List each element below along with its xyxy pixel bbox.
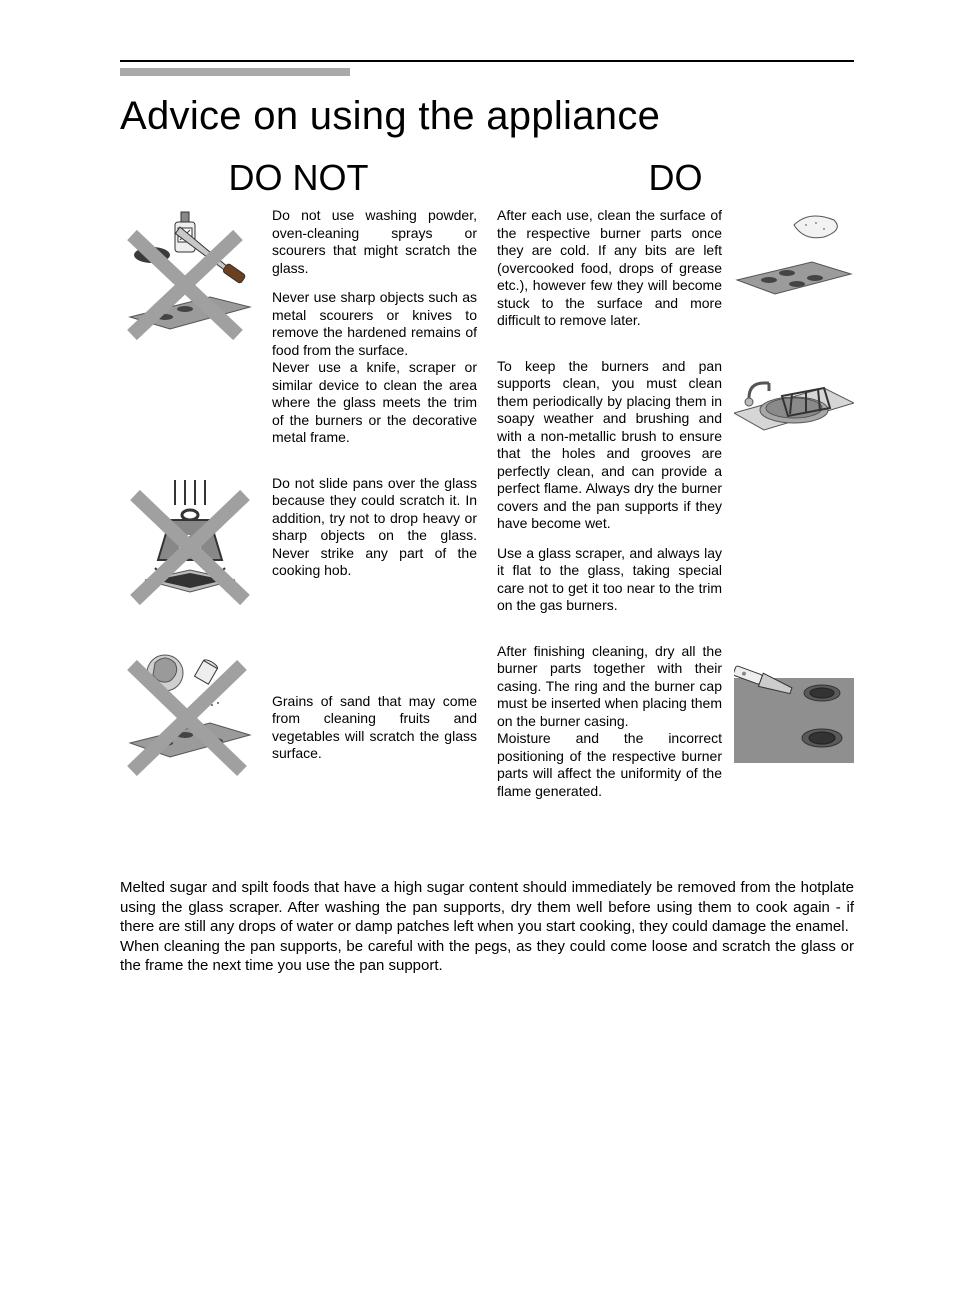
- sink-wash-icon: [734, 358, 854, 478]
- do-text-2: To keep the burners and pan supports cle…: [497, 358, 722, 615]
- do-block-3: After finishing cleaning, dry all the bu…: [497, 643, 854, 801]
- do-p-2b: Use a glass scraper, and always lay it f…: [497, 545, 722, 615]
- heading-do: DO: [497, 157, 854, 199]
- heading-donot: DO NOT: [120, 157, 477, 199]
- do-block-2: To keep the burners and pan supports cle…: [497, 358, 854, 615]
- page-title: Advice on using the appliance: [120, 94, 854, 139]
- scraper-hob-icon: [734, 643, 854, 763]
- do-text-3: After finishing cleaning, dry all the bu…: [497, 643, 722, 801]
- donot-p-2a: Do not slide pans over the glass because…: [272, 475, 477, 580]
- donot-p-3a: Grains of sand that may come from cleani…: [272, 693, 477, 763]
- donot-block-1: Do not use washing powder, oven-cleaning…: [120, 207, 477, 447]
- columns: DO NOT: [120, 157, 854, 828]
- do-p-3a: After finishing cleaning, dry all the bu…: [497, 643, 722, 801]
- top-rule: [120, 60, 854, 62]
- no-powder-knife-icon: [120, 207, 260, 347]
- donot-text-2: Do not slide pans over the glass because…: [272, 475, 477, 580]
- footer-note: Melted sugar and spilt foods that have a…: [120, 878, 854, 976]
- donot-text-3: Grains of sand that may come from cleani…: [272, 643, 477, 763]
- donot-p-1a: Do not use washing powder, oven-cleaning…: [272, 207, 477, 277]
- donot-block-3: Grains of sand that may come from cleani…: [120, 643, 477, 783]
- no-sand-icon: [120, 643, 260, 783]
- col-donot: DO NOT: [120, 157, 477, 828]
- donot-text-1: Do not use washing powder, oven-cleaning…: [272, 207, 477, 447]
- donot-block-2: Kg: [120, 475, 477, 615]
- accent-bar: [120, 68, 350, 76]
- col-do: DO After each use, clean the surface of …: [497, 157, 854, 828]
- donot-p-1b: Never use sharp objects such as metal sc…: [272, 289, 477, 447]
- no-heavy-weight-icon: Kg: [120, 475, 260, 615]
- page-container: Advice on using the appliance DO NOT: [0, 60, 954, 976]
- do-p-2a: To keep the burners and pan supports cle…: [497, 358, 722, 533]
- do-text-1: After each use, clean the surface of the…: [497, 207, 722, 330]
- do-p-1a: After each use, clean the surface of the…: [497, 207, 722, 330]
- clean-surface-icon: [734, 207, 854, 327]
- do-block-1: After each use, clean the surface of the…: [497, 207, 854, 330]
